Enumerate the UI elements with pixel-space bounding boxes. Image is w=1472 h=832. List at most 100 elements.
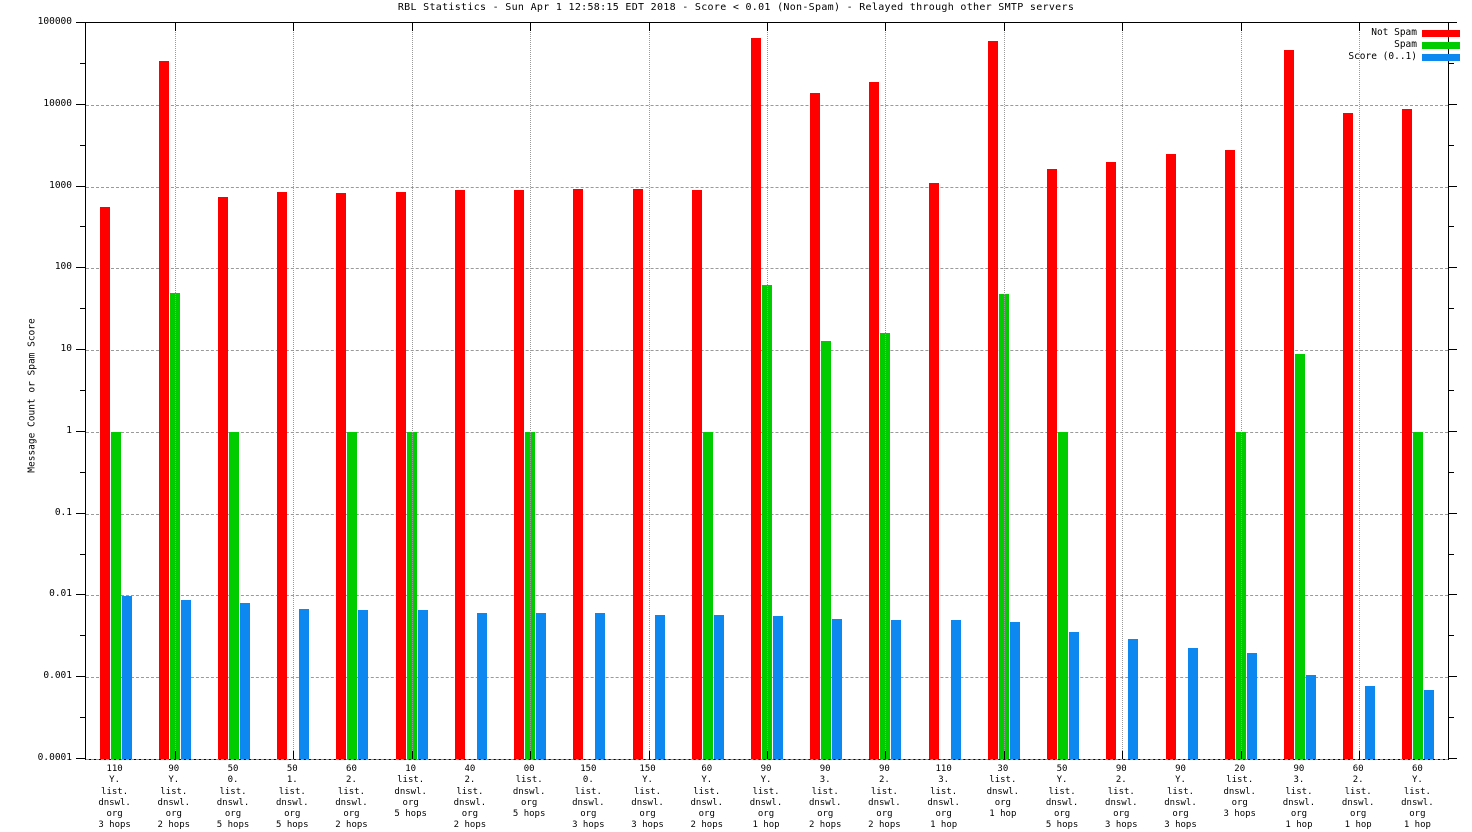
bar-spam[interactable] <box>347 431 358 759</box>
bar-score[interactable] <box>713 614 724 759</box>
bar-spam[interactable] <box>821 340 832 759</box>
bar-score[interactable] <box>595 613 606 759</box>
x-axis-label-line: dnswl. <box>275 797 309 808</box>
bar-not-spam[interactable] <box>1283 49 1294 759</box>
x-axis-label-line: org <box>224 809 242 820</box>
bar-group[interactable] <box>277 23 310 759</box>
bar-not-spam[interactable] <box>277 192 288 759</box>
bar-score[interactable] <box>1246 652 1257 759</box>
bar-group[interactable] <box>1047 23 1080 759</box>
bar-score[interactable] <box>121 595 132 759</box>
bar-spam[interactable] <box>1058 431 1069 759</box>
x-axis-tick-label: 50 0. list. dnswl. org 5 hops <box>203 764 262 832</box>
y-axis-minor-tick <box>80 390 86 391</box>
bar-not-spam[interactable] <box>573 189 584 759</box>
bar-group[interactable] <box>454 23 487 759</box>
bar-not-spam[interactable] <box>218 197 229 759</box>
bar-group[interactable] <box>1343 23 1376 759</box>
bar-score[interactable] <box>891 620 902 759</box>
bar-score[interactable] <box>654 614 665 759</box>
bar-score[interactable] <box>299 608 310 759</box>
bar-not-spam[interactable] <box>928 182 939 759</box>
x-axis-label-line: list. <box>1403 786 1431 797</box>
bar-not-spam[interactable] <box>869 81 880 759</box>
bar-score[interactable] <box>1009 622 1020 759</box>
bar-not-spam[interactable] <box>454 190 465 759</box>
x-axis-label-line: org <box>1113 809 1130 820</box>
x-axis-label-line: 1. <box>286 775 298 786</box>
bar-group[interactable] <box>336 23 369 759</box>
x-axis-tick-top <box>293 23 295 31</box>
bar-score[interactable] <box>536 613 547 759</box>
bar-not-spam[interactable] <box>1343 113 1354 759</box>
gridline-vertical <box>1122 23 1124 759</box>
x-axis-label-line: 90 <box>878 764 890 774</box>
bar-score[interactable] <box>1424 690 1435 759</box>
x-axis-label-line: 1 hop <box>989 809 1017 820</box>
x-axis-tick-label: 90 Y. list. dnswl. org 3 hops <box>1151 764 1210 832</box>
bar-not-spam[interactable] <box>691 189 702 759</box>
x-axis-label-line: Y. <box>109 775 121 786</box>
x-axis-label-line: 1 hop <box>1344 820 1372 831</box>
bar-score[interactable] <box>417 609 428 759</box>
x-axis-label-line: 0. <box>227 775 239 786</box>
bar-not-spam[interactable] <box>751 37 761 759</box>
bar-score[interactable] <box>240 603 251 759</box>
bar-not-spam[interactable] <box>336 192 347 759</box>
legend-row: Score (0..1) <box>1330 51 1460 63</box>
bar-not-spam[interactable] <box>987 40 998 759</box>
x-axis-label-line: 20 <box>1234 764 1246 774</box>
bar-score[interactable] <box>773 616 783 759</box>
bar-group[interactable] <box>928 23 961 759</box>
bar-not-spam[interactable] <box>1165 154 1176 759</box>
bar-score[interactable] <box>1365 686 1376 759</box>
bar-not-spam[interactable] <box>1224 150 1235 759</box>
y-axis-tick-label: 10 <box>60 343 72 355</box>
bar-spam[interactable] <box>1413 431 1424 759</box>
bar-score[interactable] <box>180 599 191 759</box>
x-axis-label-line: list. <box>219 786 247 797</box>
y-axis-tick-label: 0.01 <box>49 588 72 600</box>
x-axis-tick-bottom <box>530 751 532 759</box>
bar-group[interactable] <box>218 23 251 759</box>
bar-not-spam[interactable] <box>810 92 821 759</box>
bar-not-spam[interactable] <box>1402 109 1413 759</box>
bar-score[interactable] <box>476 613 487 759</box>
bar-not-spam[interactable] <box>395 191 406 759</box>
x-axis-label-line: 2. <box>878 775 890 786</box>
bar-spam[interactable] <box>110 431 121 759</box>
bar-group[interactable] <box>810 23 843 759</box>
bar-group[interactable] <box>1402 23 1435 759</box>
bar-group[interactable] <box>99 23 132 759</box>
bar-group[interactable] <box>632 23 665 759</box>
bar-score[interactable] <box>358 609 369 759</box>
bar-group[interactable] <box>1283 23 1316 759</box>
bar-not-spam[interactable] <box>514 189 525 759</box>
bar-group[interactable] <box>573 23 606 759</box>
bar-score[interactable] <box>950 620 961 759</box>
bar-not-spam[interactable] <box>1047 168 1058 759</box>
bar-spam[interactable] <box>702 431 713 759</box>
x-axis-label-line: org <box>461 809 479 820</box>
x-axis-label-line: 3 hops <box>572 820 605 831</box>
bar-score[interactable] <box>832 618 843 759</box>
bar-not-spam[interactable] <box>99 206 110 759</box>
y-axis-tick-right <box>1448 676 1457 678</box>
bar-spam[interactable] <box>1294 353 1305 759</box>
bar-not-spam[interactable] <box>158 61 169 759</box>
bar-score[interactable] <box>1305 674 1316 759</box>
x-axis-label-line: org <box>757 809 775 820</box>
x-axis-label-line: 00 <box>523 764 535 774</box>
bar-score[interactable] <box>1069 631 1080 759</box>
x-axis-tick-label: 00 list. dnswl. org 5 hops <box>500 764 559 820</box>
bar-score[interactable] <box>1128 639 1139 759</box>
bar-not-spam[interactable] <box>632 189 643 759</box>
x-axis-label-line: 30 <box>997 764 1009 774</box>
bar-score[interactable] <box>1187 647 1198 759</box>
bar-spam[interactable] <box>229 431 240 759</box>
bar-group[interactable] <box>691 23 724 759</box>
bar-group[interactable] <box>1106 23 1139 759</box>
bar-not-spam[interactable] <box>1106 161 1117 759</box>
x-axis-label-line: org <box>520 797 538 808</box>
bar-group[interactable] <box>1165 23 1198 759</box>
